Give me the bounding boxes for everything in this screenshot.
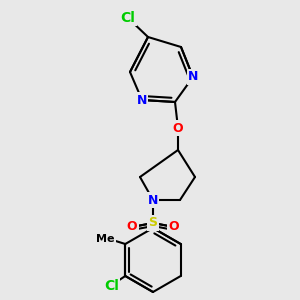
Text: Cl: Cl [104, 279, 119, 293]
Text: N: N [137, 94, 147, 106]
Text: Me: Me [96, 234, 115, 244]
Text: N: N [148, 194, 158, 206]
Text: O: O [173, 122, 183, 134]
Text: Cl: Cl [121, 11, 135, 25]
Text: O: O [127, 220, 137, 233]
Text: N: N [188, 70, 198, 83]
Text: S: S [148, 217, 158, 230]
Text: O: O [169, 220, 179, 233]
